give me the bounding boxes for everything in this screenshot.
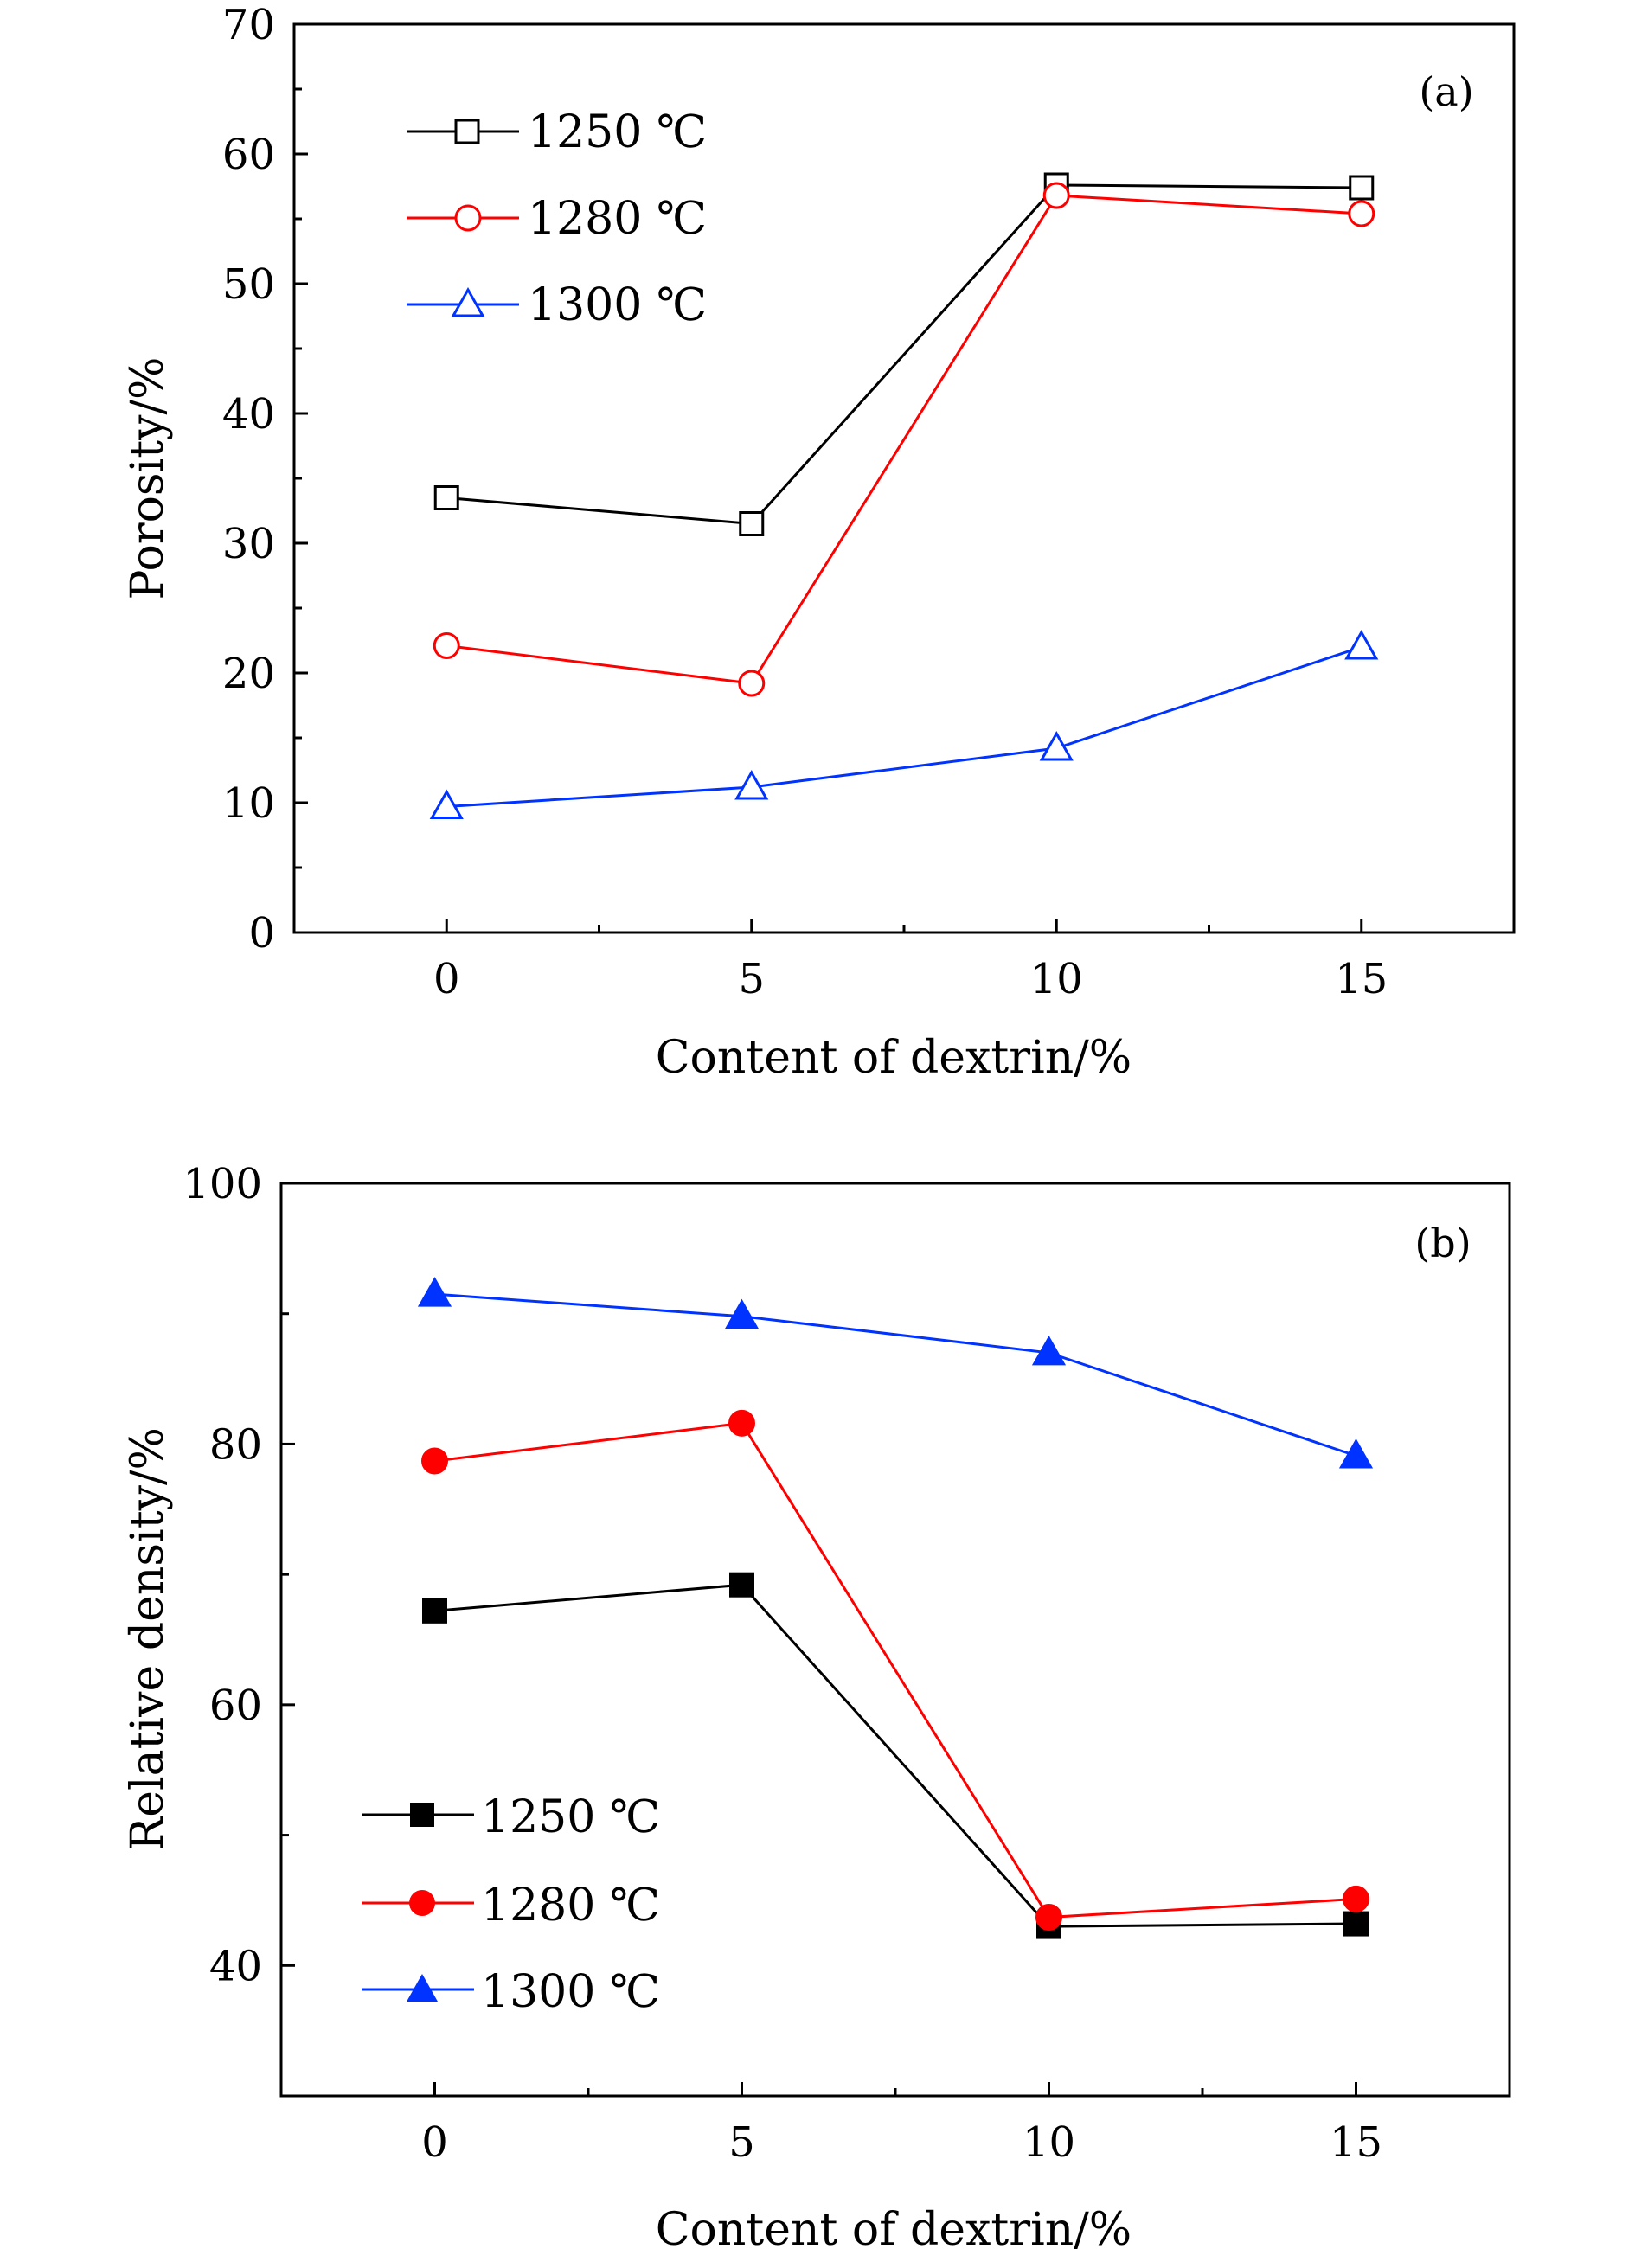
legend-label: 1280 ℃ <box>481 1880 660 1932</box>
data-point-triangle <box>1344 629 1379 660</box>
panel-label: (a) <box>1419 68 1473 115</box>
y-tick-label: 0 <box>248 909 275 958</box>
legend-entry: 1300 ℃ <box>362 1966 660 2018</box>
series-line <box>446 645 1362 808</box>
data-point-triangle <box>429 789 464 819</box>
data-point-triangle <box>1039 730 1074 761</box>
data-point-square <box>422 1598 447 1624</box>
data-point-square <box>1343 1911 1369 1937</box>
legend-entry: 1250 ℃ <box>407 106 707 158</box>
y-axis-label: Relative density/% <box>122 1427 174 1851</box>
y-tick-label: 40 <box>209 1942 262 1990</box>
x-tick-label: 0 <box>433 955 460 1003</box>
legend: 1250 ℃ 1280 ℃ 1300 ℃ <box>362 1791 660 2018</box>
legend-entry: 1280 ℃ <box>362 1880 660 1932</box>
y-tick-label: 80 <box>209 1420 262 1469</box>
y-tick-label: 20 <box>222 650 275 698</box>
panel-b-relative-density-chart: 0 5 10 15 40 60 80 100 (b) Content of dextrin/%… <box>122 1160 1511 2256</box>
data-point-square <box>739 511 765 536</box>
data-point-triangle <box>1338 1438 1374 1469</box>
data-point-circle <box>1042 182 1070 209</box>
series-line <box>446 183 1362 526</box>
x-tick-label: 5 <box>728 2118 755 2167</box>
x-tick-label: 0 <box>421 2118 448 2167</box>
data-point-circle <box>433 632 460 659</box>
x-axis-label: Content of dextrin/% <box>656 1032 1132 1084</box>
legend-label: 1300 ℃ <box>528 279 707 331</box>
series-line <box>446 194 1362 685</box>
x-tick-label: 10 <box>1030 955 1083 1003</box>
data-point-circle <box>1348 200 1375 227</box>
data-point-square <box>1349 175 1375 201</box>
data-point-square <box>433 485 459 510</box>
y-tick-label: 70 <box>222 1 275 49</box>
legend-entry: 1250 ℃ <box>362 1791 660 1843</box>
legend-entry: 1280 ℃ <box>407 193 707 245</box>
y-tick-label: 60 <box>209 1682 262 1730</box>
y-tick-label: 50 <box>222 260 275 309</box>
data-point-triangle <box>1031 1335 1067 1366</box>
tick-labels: 0 5 10 15 0 10 20 30 40 50 60 70 <box>222 1 1388 1003</box>
data-series <box>429 172 1379 819</box>
plot-frame <box>279 1182 1511 2098</box>
data-point-square <box>729 1572 754 1598</box>
data-point-circle <box>421 1447 448 1475</box>
legend-label: 1300 ℃ <box>481 1966 660 2018</box>
y-axis-label: Porosity/% <box>122 357 174 600</box>
data-series <box>417 1277 1374 1939</box>
legend: 1250 ℃ 1280 ℃ 1300 ℃ <box>407 106 707 331</box>
x-tick-label: 15 <box>1330 2118 1382 2167</box>
x-tick-label: 15 <box>1335 955 1388 1003</box>
legend-entry: 1300 ℃ <box>407 279 707 331</box>
axis-ticks <box>281 1182 1511 2096</box>
data-point-circle <box>728 1409 755 1437</box>
x-tick-label: 5 <box>738 955 765 1003</box>
tick-labels: 0 5 10 15 40 60 80 100 <box>183 1160 1382 2167</box>
legend-label: 1250 ℃ <box>528 106 707 158</box>
y-tick-label: 30 <box>222 520 275 568</box>
data-point-circle <box>738 670 766 697</box>
series-line <box>434 1421 1356 1919</box>
legend-label: 1250 ℃ <box>481 1791 660 1843</box>
data-point-triangle <box>417 1277 452 1307</box>
x-tick-label: 10 <box>1023 2118 1075 2167</box>
panel-a-porosity-chart: 0 5 10 15 0 10 20 30 40 50 60 70 (a) Content of dex… <box>122 1 1516 1084</box>
data-point-triangle <box>734 769 769 800</box>
data-point-circle <box>1036 1904 1062 1932</box>
series-line <box>434 1292 1356 1458</box>
legend-label: 1280 ℃ <box>528 193 707 245</box>
series-line <box>434 1583 1356 1928</box>
data-point-circle <box>1343 1885 1369 1912</box>
axis-ticks <box>294 22 1516 934</box>
data-point-triangle <box>724 1298 760 1329</box>
y-tick-label: 40 <box>222 390 275 439</box>
y-tick-label: 10 <box>222 779 275 828</box>
x-axis-label: Content of dextrin/% <box>656 2204 1132 2256</box>
y-tick-label: 60 <box>222 131 275 179</box>
y-tick-label: 100 <box>183 1160 262 1208</box>
panel-label: (b) <box>1414 1220 1471 1266</box>
plot-frame <box>292 22 1516 934</box>
